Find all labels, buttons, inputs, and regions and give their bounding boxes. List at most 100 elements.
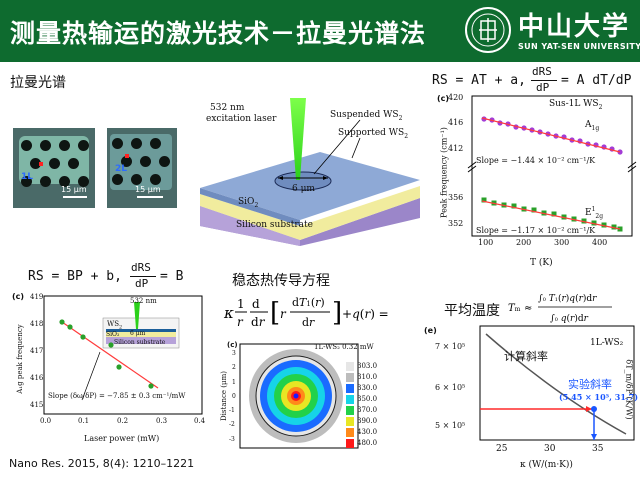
power-frequency-plot	[43, 295, 203, 415]
inset-spot-label: 6 μm	[130, 330, 146, 337]
hole	[112, 138, 123, 149]
y-tick: -1	[229, 407, 235, 414]
data-point	[108, 342, 114, 348]
y-tick: 416	[30, 374, 44, 382]
panel-label: (c)	[12, 292, 25, 301]
pointer-line	[81, 351, 101, 401]
y-tick: 0	[232, 393, 236, 400]
equation-top-lhs: RS = AT + a,	[432, 73, 526, 88]
fit-line-a1g	[481, 117, 621, 153]
hole	[30, 158, 41, 169]
data-point	[80, 334, 86, 340]
legend-swatch	[346, 439, 354, 448]
supported-label: Supported WS2	[338, 128, 409, 140]
legend-label: 310.0	[357, 373, 378, 381]
y-tick: 2	[232, 364, 236, 371]
x-tick: 0.1	[78, 417, 90, 425]
spot-label: 6 μm	[292, 184, 315, 194]
laser-spot-marker	[125, 154, 129, 158]
inset-sio2-label: SiO₂	[106, 331, 120, 338]
x-tick: 25	[496, 444, 508, 454]
suspended-hole	[274, 171, 332, 191]
equation-bottom-rhs: = B	[160, 269, 184, 284]
x-tick: 300	[554, 238, 570, 247]
series-power	[59, 319, 154, 389]
data-point	[481, 197, 487, 203]
data-point	[67, 324, 73, 330]
legend-label: 303.0	[357, 362, 378, 370]
panel-e-plot	[479, 325, 635, 441]
equation-bottom-lhs: RS = BP + b,	[28, 269, 122, 284]
data-point	[551, 211, 557, 217]
arrow-head-icon	[591, 434, 597, 440]
university-name-cn: 中山大学	[518, 12, 631, 42]
hole	[59, 176, 70, 187]
axis-break	[467, 165, 477, 173]
legend-label: 480.0	[357, 439, 378, 447]
university-name-en: SUN YAT-SEN UNIVERSITY	[518, 42, 640, 51]
svg-text:[: [	[270, 298, 280, 328]
heat-equation-title: 稳态热传导方程	[232, 273, 330, 289]
panel-label: (e)	[424, 326, 437, 335]
panel-label: (c)	[227, 341, 238, 349]
laser-beam	[290, 98, 306, 180]
panel-label: (c)	[437, 94, 450, 103]
legend-swatch	[346, 406, 354, 415]
equation-bottom-num: dRS	[131, 261, 151, 274]
calculated-slope-label: 计算斜率	[504, 350, 548, 363]
scale-label: 15 μm	[61, 185, 87, 194]
y-axis-label: A₁g peak frequency	[16, 324, 24, 394]
hole	[150, 174, 161, 185]
equation-top-den: dP	[536, 81, 550, 94]
raman-temperature-plot	[467, 95, 637, 237]
sio2-label: SiO2	[238, 197, 259, 209]
y-tick: 352	[448, 219, 464, 228]
arrow-head-icon	[323, 176, 328, 180]
fit-line-e2g	[481, 200, 621, 230]
legend-label: 370.0	[357, 406, 378, 414]
legend-swatch	[346, 428, 354, 437]
y-axis-label: Distance (μm)	[220, 371, 228, 421]
heatmap-legend	[346, 362, 354, 448]
avg-temperature-title: 平均温度	[444, 303, 500, 319]
x-tick: 100	[478, 238, 494, 247]
raman-title: 拉曼光谱	[10, 75, 66, 91]
fraction-line	[531, 80, 557, 81]
suspended-label: Suspended WS2	[330, 110, 403, 122]
experimental-slope-label: 实验斜率	[568, 378, 612, 391]
mode-a1g-label: A1g	[585, 120, 600, 132]
hole	[112, 174, 123, 185]
hole	[159, 156, 170, 167]
y-tick: 417	[30, 347, 44, 355]
hole	[131, 138, 142, 149]
legend-swatch	[346, 395, 354, 404]
legend-swatch	[346, 417, 354, 426]
y-axis-label: Peak frequency (cm⁻¹)	[439, 127, 449, 218]
y-tick: 6 × 10⁵	[435, 383, 466, 392]
hole	[21, 140, 32, 151]
sio2-layer	[200, 186, 420, 240]
svg-text:+q(r) = 0: +q(r) = 0	[342, 307, 392, 321]
svg-text:]: ]	[332, 298, 342, 328]
plot-frame	[43, 295, 203, 415]
laser-label-line2: excitation laser	[206, 114, 277, 124]
x-tick: 35	[592, 444, 604, 454]
y-tick: -2	[229, 421, 235, 428]
svg-text:∫0 q(r)dr: ∫0 q(r)dr	[550, 313, 589, 324]
laser-schematic	[200, 98, 420, 246]
hole	[40, 140, 51, 151]
x-axis-label: T (K)	[530, 258, 553, 268]
svg-text:r: r	[237, 315, 244, 329]
hole	[78, 140, 89, 151]
inset-ws2-label: WS2	[107, 320, 123, 331]
axis-break	[627, 165, 637, 173]
svg-text:dr: dr	[302, 316, 315, 329]
legend-label: 350.0	[357, 395, 378, 403]
y-tick: 7 × 10⁵	[435, 342, 466, 351]
y-tick: 1	[232, 379, 236, 386]
pointer-line	[313, 119, 361, 175]
svg-text:∫0 T1(r)q(r)dr: ∫0 T1(r)q(r)dr	[538, 293, 597, 304]
slide-title: 测量热输运的激光技术－拉曼光谱法	[10, 19, 427, 48]
experimental-point	[591, 406, 597, 412]
inset-laser-label: 532 nm	[130, 297, 157, 305]
